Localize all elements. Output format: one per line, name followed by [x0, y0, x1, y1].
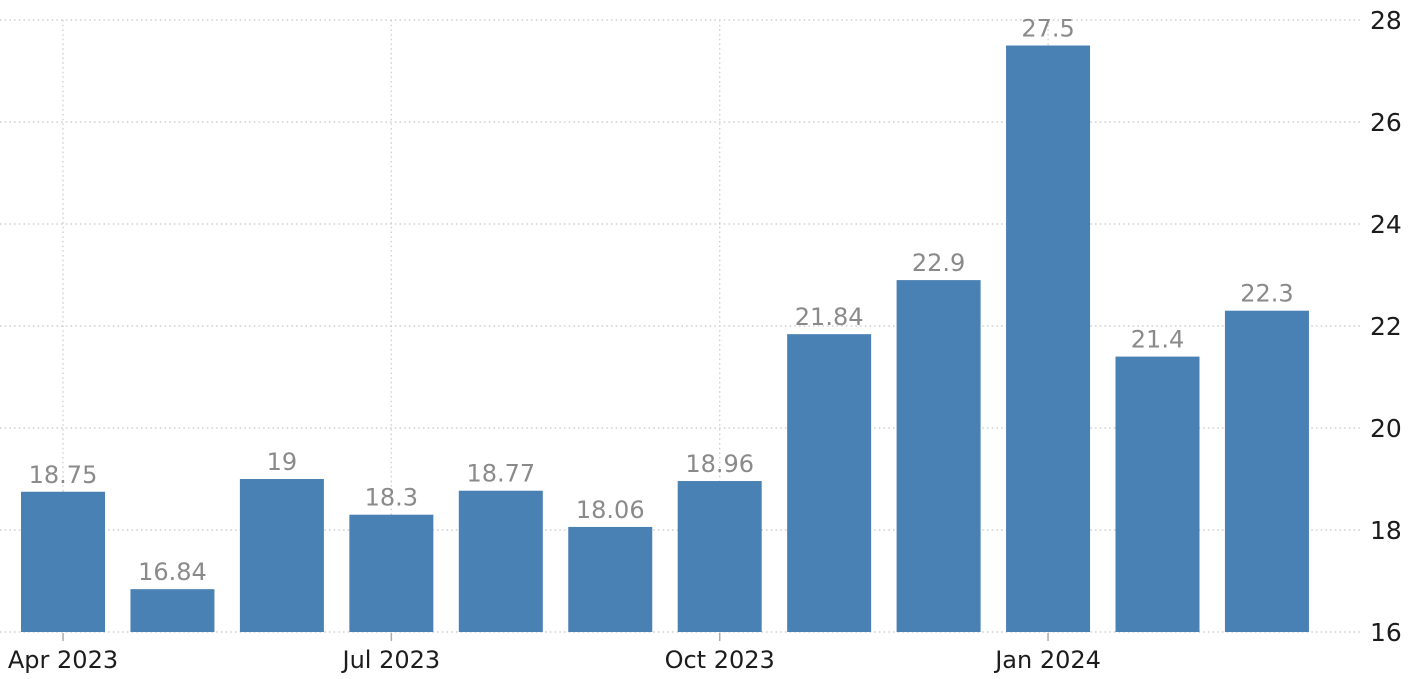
bar-value-label: 19 — [267, 448, 298, 476]
x-axis-label: Apr 2023 — [8, 646, 118, 674]
bar-apr-2023[interactable] — [21, 491, 105, 632]
bar-mar-2024[interactable] — [1224, 310, 1309, 632]
bar-value-label: 21.84 — [795, 303, 864, 331]
bar-feb-2024[interactable] — [1115, 356, 1200, 632]
bar-jun-2023[interactable] — [239, 479, 324, 632]
y-axis-label: 16 — [1370, 618, 1402, 647]
bar-value-label: 27.5 — [1021, 15, 1074, 43]
y-axis-label: 18 — [1370, 516, 1402, 545]
bar-value-label: 18.77 — [466, 460, 535, 488]
bar-nov-2023[interactable] — [787, 334, 872, 632]
bar-may-2023[interactable] — [130, 589, 215, 632]
y-axis-label: 22 — [1370, 312, 1402, 341]
bar-oct-2023[interactable] — [677, 481, 762, 632]
bar-aug-2023[interactable] — [458, 490, 543, 632]
bar-dec-2023[interactable] — [896, 280, 981, 632]
bar-value-label: 22.3 — [1240, 280, 1293, 308]
y-axis-label: 20 — [1370, 414, 1402, 443]
bar-value-label: 22.9 — [912, 249, 965, 277]
x-axis-label: Oct 2023 — [665, 646, 775, 674]
y-axis-label: 24 — [1370, 210, 1402, 239]
y-axis-label: 26 — [1370, 108, 1402, 137]
bar-value-label: 18.96 — [685, 450, 754, 478]
bar-value-label: 18.75 — [29, 461, 98, 489]
x-axis-label: Jan 2024 — [993, 646, 1101, 674]
x-axis-label: Jul 2023 — [341, 646, 441, 674]
bar-sep-2023[interactable] — [568, 526, 653, 632]
bar-jan-2024[interactable] — [1006, 45, 1091, 633]
bar-value-label: 16.84 — [138, 558, 207, 586]
bar-jul-2023[interactable] — [349, 514, 434, 632]
bar-value-label: 21.4 — [1131, 326, 1184, 354]
bar-value-label: 18.3 — [365, 484, 418, 512]
y-axis-label: 28 — [1370, 6, 1402, 35]
bar-value-label: 18.06 — [576, 496, 645, 524]
